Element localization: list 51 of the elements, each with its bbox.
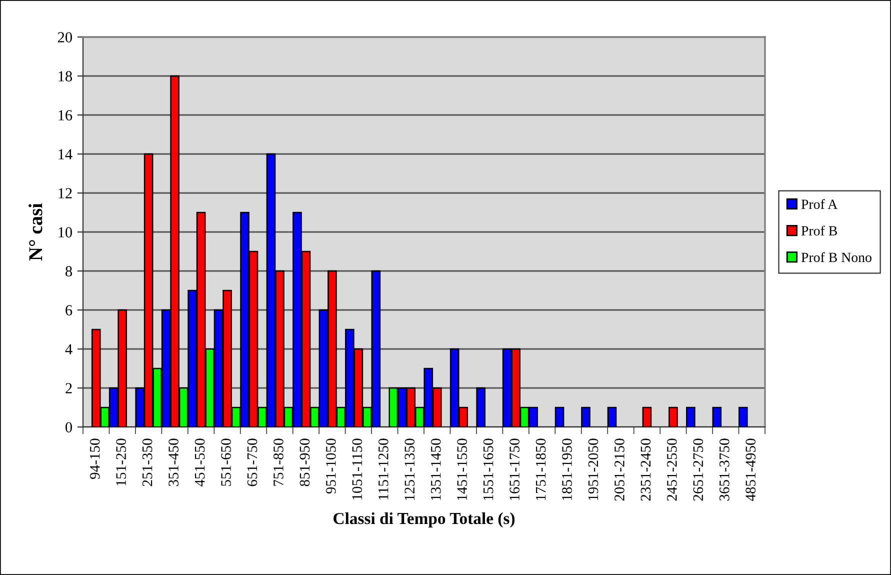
x-tick-label: 251-350: [142, 438, 152, 486]
x-tick-label: 1451-1550: [457, 438, 467, 500]
x-axis-title: Classi di Tempo Totale (s): [334, 512, 515, 528]
y-tick-label: 16: [58, 110, 72, 120]
y-tick-label: 4: [65, 344, 72, 354]
x-tick-label: 1951-2050: [588, 438, 598, 500]
x-tick-label: 1251-1350: [404, 438, 415, 500]
bar: [476, 387, 486, 427]
x-tick-label: 1751-1850: [536, 438, 546, 500]
y-axis-title: N° casi: [28, 203, 42, 261]
y-tick-label: 14: [58, 149, 72, 160]
legend-label: Prof B Nono: [801, 252, 872, 262]
x-tick-label: 1051-1150: [352, 438, 362, 500]
x-tick-label: 1151-1250: [378, 438, 388, 500]
y-tick-label: 18: [58, 71, 72, 82]
legend-label: Prof B: [801, 226, 837, 236]
x-tick-label: 451-550: [194, 438, 205, 486]
bar: [738, 406, 748, 427]
bar: [554, 406, 564, 427]
x-tick-label: 2451-2550: [667, 438, 677, 501]
bar: [712, 406, 722, 427]
bar: [686, 406, 696, 427]
x-tick-label: 2651-2750: [693, 438, 704, 501]
x-tick-label: 1651-1750: [510, 438, 520, 500]
legend-label: Prof A: [801, 199, 838, 209]
x-tick-label: 4851-4950: [746, 438, 756, 502]
bar: [607, 406, 617, 427]
x-tick-label: 151-250: [116, 438, 126, 486]
x-tick-label: 2351-2450: [640, 438, 651, 501]
bar: [642, 406, 652, 427]
x-tick-label: 351-450: [168, 438, 178, 486]
x-tick-label: 651-750: [247, 438, 258, 486]
x-tick-label: 551-650: [221, 438, 231, 486]
y-tick-label: 10: [58, 227, 72, 238]
bar: [581, 406, 590, 427]
x-tick-label: 751-850: [274, 438, 284, 486]
y-tick-label: 20: [58, 32, 72, 42]
y-tick-label: 0: [66, 422, 72, 432]
y-tick-label: 6: [66, 305, 72, 316]
bar: [668, 406, 678, 427]
x-tick-label: 2051-2150: [614, 438, 624, 501]
x-tick-label: 94-150: [90, 438, 100, 479]
x-tick-label: 1851-1950: [562, 438, 572, 500]
x-tick-label: 851-950: [300, 438, 310, 486]
x-tick-label: 3651-3750: [719, 438, 730, 501]
x-tick-label: 1551-1650: [483, 438, 494, 500]
y-tick-label: 12: [58, 188, 72, 198]
y-tick-label: 2: [66, 383, 72, 394]
x-tick-label: 951-1050: [326, 438, 336, 494]
x-tick-label: 1351-1450: [430, 438, 441, 500]
y-tick-label: 8: [66, 266, 72, 276]
